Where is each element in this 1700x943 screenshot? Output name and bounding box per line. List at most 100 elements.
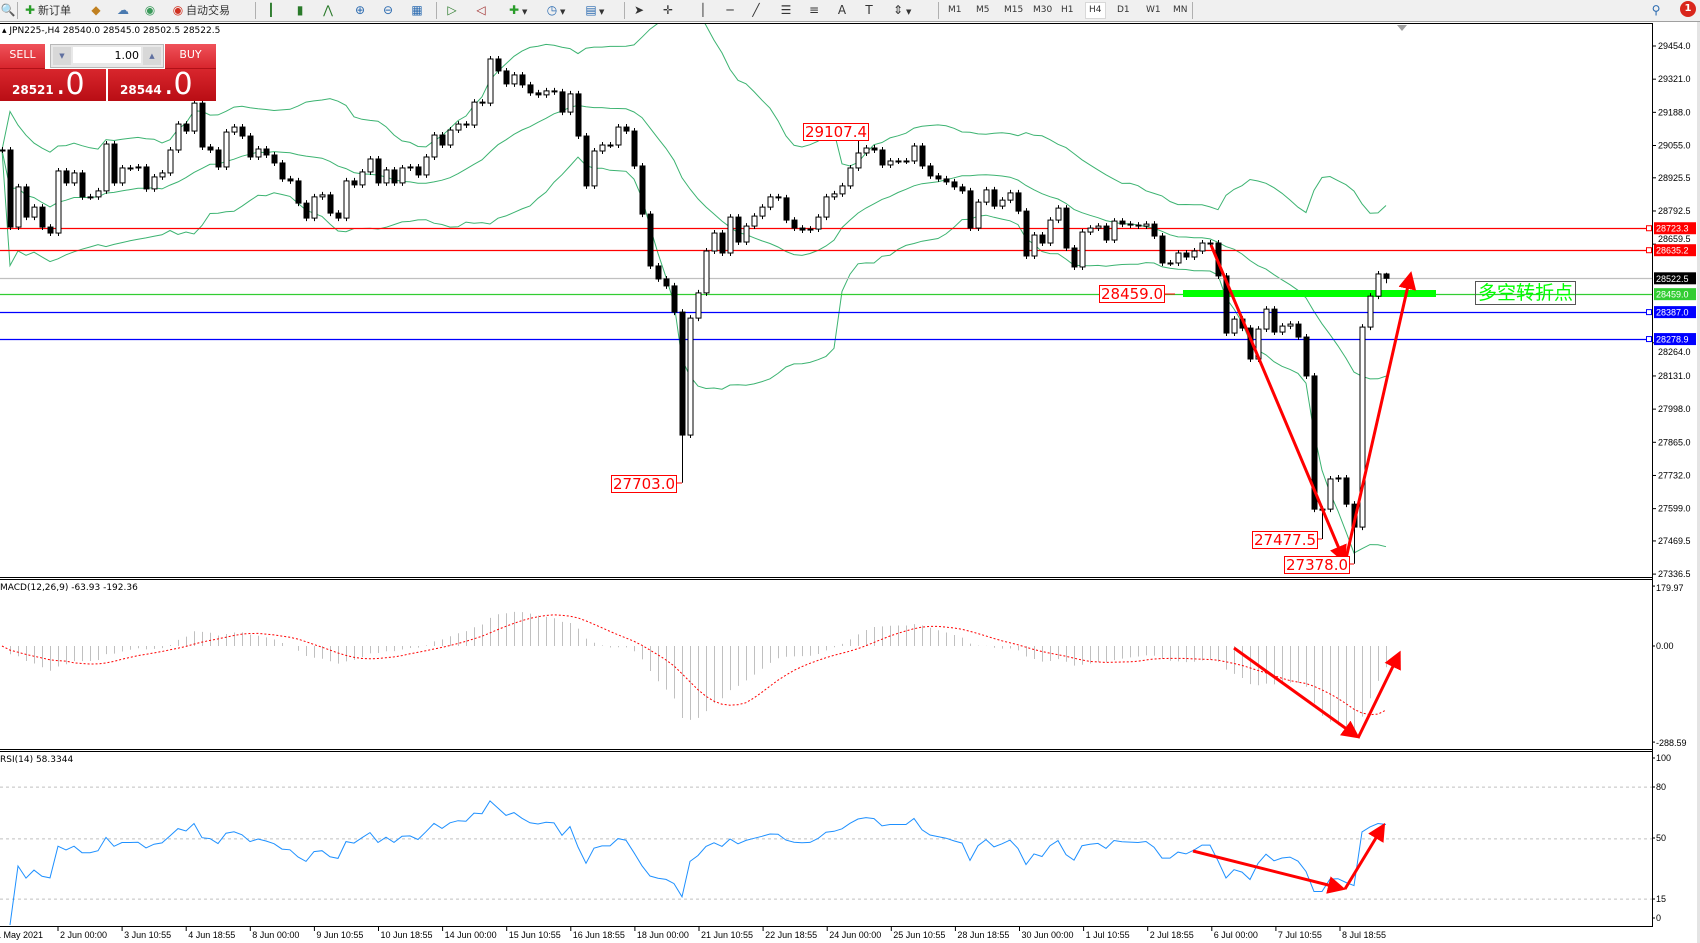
toolbar-separator — [255, 2, 256, 19]
new-order-icon: ✚ — [24, 3, 36, 17]
fibonacci-button[interactable]: ≡ — [806, 2, 822, 18]
timeframe-m5[interactable]: M5 — [976, 5, 990, 15]
new-order-label: 新订单 — [38, 4, 71, 17]
autoscroll-icon: ◁ — [476, 3, 486, 17]
bull-candle-body — [87, 196, 94, 199]
horizontal-line-button[interactable]: ─ — [722, 2, 738, 18]
time-label: 1 Jul 10:55 — [1086, 930, 1130, 940]
bull-candle-body — [1191, 250, 1198, 258]
symbol-ohlc: JPN225-,H4 28540.0 28545.0 28502.5 28522… — [9, 26, 221, 36]
bar-chart-button[interactable]: ┃ — [263, 2, 279, 18]
sell-price-button[interactable]: 28521 .0 — [0, 69, 106, 101]
lot-decrease-button[interactable]: ▼ — [53, 47, 71, 65]
timeframe-m1[interactable]: M1 — [948, 5, 962, 15]
candle — [1063, 205, 1070, 252]
notification-badge[interactable]: 1 — [1680, 1, 1696, 17]
text-button[interactable]: A — [834, 2, 850, 18]
candle — [511, 71, 518, 87]
bull-candle-body — [1263, 308, 1270, 330]
low-label-27703[interactable]: 27703.0 — [611, 475, 678, 493]
pivot-note-textbox[interactable]: 多空转折点 — [1475, 281, 1577, 305]
bear-candle-body — [575, 93, 582, 137]
arrows-button[interactable]: ⇕ ▼ — [890, 2, 911, 18]
price-tag-bg — [1654, 244, 1696, 257]
sell-button[interactable]: SELL — [0, 44, 45, 69]
bear-candle-body — [927, 165, 934, 177]
candle — [567, 90, 574, 116]
text-icon: A — [837, 3, 847, 17]
bear-candle-body — [1151, 223, 1158, 237]
pivot-level-label[interactable]: 28459.0 — [1099, 285, 1166, 303]
timeframe-mn[interactable]: MN — [1173, 5, 1188, 15]
channel-button[interactable]: ☰ — [778, 2, 794, 18]
candle — [391, 166, 398, 186]
time-label: 14 Jun 00:00 — [445, 930, 497, 940]
time-label: 8 Jun 00:00 — [252, 930, 299, 940]
bull-candle-body — [511, 74, 518, 85]
candle — [527, 81, 534, 96]
horizontal-line-icon: ─ — [726, 3, 734, 17]
search-icon[interactable]: 🔍 — [0, 3, 16, 17]
zoom-out-button[interactable]: ⊖ — [380, 2, 396, 18]
line-chart-button[interactable]: ⋀ — [320, 2, 336, 18]
collapse-triangle-icon[interactable]: ▴ — [2, 26, 7, 36]
timeframe-m30[interactable]: M30 — [1033, 5, 1053, 15]
candle — [319, 191, 326, 200]
lot-input[interactable] — [73, 47, 141, 63]
candle — [87, 193, 94, 200]
crosshair-button[interactable]: ✛ — [660, 2, 676, 18]
vertical-line-button[interactable]: │ — [695, 2, 711, 18]
timeframe-h4[interactable]: H4 — [1085, 2, 1106, 19]
new-order-button[interactable]: ✚ 新订单 — [22, 2, 71, 18]
time-label: 22 Jun 18:55 — [765, 930, 817, 940]
candle — [799, 225, 806, 234]
templates-button[interactable]: ▤ ▼ — [583, 2, 604, 18]
auto-trading-button[interactable]: ◉ 自动交易 — [170, 2, 230, 18]
market-watch-button[interactable]: ☁ — [115, 2, 131, 18]
price-tick-label: 27732.0 — [1658, 470, 1691, 480]
chart-shift-marker[interactable] — [1397, 25, 1407, 31]
indicators-button[interactable]: ✚ ▼ — [506, 2, 527, 18]
candle — [519, 71, 526, 88]
candlestick-button[interactable]: ▮ — [292, 2, 308, 18]
time-label: 3 Jun 10:55 — [124, 930, 171, 940]
timeframe-m15[interactable]: M15 — [1004, 5, 1024, 15]
periods-button[interactable]: ◷ ▼ — [544, 2, 566, 18]
candle — [1031, 232, 1038, 259]
lot-increase-button[interactable]: ▲ — [143, 47, 161, 65]
text-label-button[interactable]: T — [861, 2, 877, 18]
autoscroll-button[interactable]: ◁ — [473, 2, 489, 18]
down-arrow-rsi — [1192, 849, 1346, 894]
bear-candle-body — [671, 285, 678, 313]
bull-candle-body — [55, 170, 62, 234]
zoom-in-button[interactable]: ⊕ — [352, 2, 368, 18]
time-label: 6 Jul 00:00 — [1214, 930, 1258, 940]
candle — [175, 121, 182, 153]
bull-candle-body — [71, 172, 78, 184]
bear-candle-body — [1103, 225, 1110, 241]
timeframe-h1[interactable]: H1 — [1061, 5, 1074, 15]
candle — [535, 89, 542, 98]
tile-windows-button[interactable]: ▦ — [409, 2, 425, 18]
level-handle — [1646, 336, 1652, 343]
signals-button[interactable]: ◉ — [142, 2, 158, 18]
buy-button[interactable]: BUY — [165, 44, 216, 69]
timeframe-d1[interactable]: D1 — [1117, 5, 1130, 15]
history-button[interactable]: ◆ — [88, 2, 104, 18]
timeframe-w1[interactable]: W1 — [1146, 5, 1161, 15]
chart-shift-button[interactable]: ▷ — [444, 2, 460, 18]
bull-candle-body — [1079, 231, 1086, 268]
bear-candle-body — [1223, 275, 1230, 334]
low-label-27378[interactable]: 27378.0 — [1284, 556, 1351, 574]
buy-price-button[interactable]: 28544 .0 — [108, 69, 216, 101]
trendline-button[interactable]: ╱ — [748, 2, 764, 18]
low-label-27477[interactable]: 27477.5 — [1252, 531, 1319, 549]
macd-label: MACD(12,26,9) -63.93 -192.36 — [0, 583, 138, 593]
candle — [1279, 323, 1286, 336]
search-button[interactable]: ⚲ — [1648, 2, 1664, 18]
price-tick-label: 28131.0 — [1658, 371, 1691, 381]
high-label-29107[interactable]: 29107.4 — [803, 123, 870, 141]
bull-candle-body — [743, 225, 750, 243]
cursor-button[interactable]: ➤ — [631, 2, 647, 18]
